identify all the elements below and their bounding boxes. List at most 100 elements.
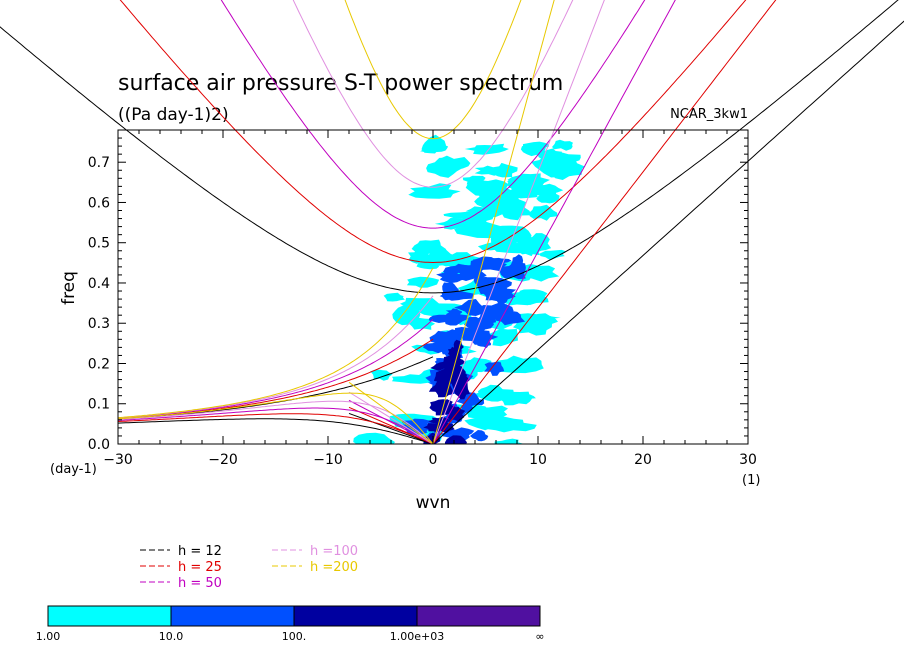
dispersion-curves bbox=[0, 0, 904, 444]
legend-label: h =100 bbox=[310, 544, 358, 559]
colorbar-label: ∞ bbox=[535, 630, 544, 643]
x-tick-label: −20 bbox=[208, 452, 238, 468]
y-tick-label: 0.4 bbox=[88, 276, 110, 292]
contour-level-2 bbox=[401, 418, 436, 425]
x-tick-label: 0 bbox=[429, 452, 438, 468]
colorbar-cell bbox=[47, 605, 172, 627]
y-tick-label: 0.0 bbox=[88, 437, 110, 453]
kelvin-curve bbox=[432, 0, 605, 444]
kelvin-curve bbox=[432, 0, 676, 444]
legend-label: h =200 bbox=[310, 560, 358, 575]
mrg-curve bbox=[118, 267, 434, 419]
x-tick-label: 30 bbox=[739, 452, 757, 468]
legend-label: h = 50 bbox=[178, 576, 222, 591]
colorbar-cell bbox=[293, 605, 418, 627]
legend-label: h = 12 bbox=[178, 544, 222, 559]
contour-level-1 bbox=[462, 175, 486, 186]
contour-level-1 bbox=[475, 180, 496, 200]
contour-level-2 bbox=[509, 254, 525, 274]
contour-level-1 bbox=[406, 276, 440, 288]
origin-ray bbox=[348, 406, 434, 444]
contour-level-2 bbox=[484, 361, 505, 376]
colorbar-label: 10.0 bbox=[159, 630, 184, 643]
origin-ray bbox=[348, 391, 434, 444]
contour-level-2 bbox=[439, 290, 474, 301]
y-tick-label: 0.7 bbox=[88, 155, 110, 171]
contour-level-1 bbox=[474, 384, 515, 402]
contour-level-1 bbox=[538, 249, 567, 260]
x-tick-label: −30 bbox=[103, 452, 133, 468]
contour-level-1 bbox=[484, 328, 518, 347]
contour-level-1 bbox=[484, 416, 537, 433]
chart-subtitle: ((Pa day-1)2) bbox=[118, 105, 229, 125]
x-unit-label: (1) bbox=[742, 473, 760, 488]
source-label: NCAR_3kw1 bbox=[670, 107, 748, 122]
rossby-curve bbox=[117, 418, 434, 444]
colorbar-label: 100. bbox=[282, 630, 307, 643]
y-tick-label: 0.1 bbox=[88, 397, 110, 413]
contour-level-1 bbox=[370, 369, 393, 381]
y-axis-label: freq bbox=[59, 271, 79, 305]
kelvin-curve bbox=[432, 20, 904, 444]
contour-level-1 bbox=[477, 242, 514, 251]
contour-level-1 bbox=[463, 357, 494, 373]
inertia-gravity-curve bbox=[0, 0, 899, 294]
contour-level-1 bbox=[408, 183, 461, 199]
contour-level-1 bbox=[400, 297, 440, 312]
contour-level-3 bbox=[430, 361, 454, 371]
y-tick-label: 0.2 bbox=[88, 356, 110, 372]
contour-level-1 bbox=[464, 143, 509, 155]
contour-level-1 bbox=[409, 317, 436, 330]
contour-level-3 bbox=[452, 339, 464, 356]
contour-level-1 bbox=[426, 157, 463, 178]
contour-level-1 bbox=[529, 183, 564, 196]
contour-level-1 bbox=[519, 289, 548, 298]
dispersion-curve-group bbox=[117, 0, 555, 444]
rossby-curve bbox=[117, 392, 434, 444]
contour-level-3 bbox=[433, 367, 457, 388]
colorbar: 1.00 10.0 100. 1.00e+03 ∞ bbox=[36, 605, 545, 643]
origin-ray bbox=[348, 399, 434, 444]
dispersion-curve-group bbox=[117, 0, 605, 444]
legend-label: h = 25 bbox=[178, 560, 222, 575]
kelvin-curve bbox=[432, 0, 777, 444]
colorbar-label: 1.00 bbox=[36, 630, 61, 643]
contour-level-2 bbox=[439, 311, 469, 326]
inertia-gravity-curve bbox=[119, 0, 747, 264]
contour-level-2 bbox=[444, 264, 475, 273]
y-unit-label: (day-1) bbox=[50, 462, 97, 477]
contour-level-1 bbox=[498, 202, 532, 221]
contour-level-3 bbox=[444, 435, 467, 444]
contour-level-1 bbox=[552, 139, 573, 151]
inertia-gravity-curve bbox=[220, 0, 646, 229]
plot-frame bbox=[117, 129, 749, 445]
colorbar-cell bbox=[416, 605, 541, 627]
origin-ray bbox=[348, 412, 434, 444]
inertia-gravity-curve bbox=[292, 0, 574, 188]
contour-level-1 bbox=[523, 313, 558, 325]
contour-level-1 bbox=[353, 432, 395, 444]
contour-level-1 bbox=[492, 162, 518, 178]
rossby-curve bbox=[117, 413, 434, 444]
contour-level-1 bbox=[550, 163, 584, 180]
contour-level-1 bbox=[434, 217, 470, 230]
contour-level-1 bbox=[497, 355, 544, 374]
contour-level-1 bbox=[421, 134, 446, 154]
inertia-gravity-curve bbox=[344, 0, 522, 140]
contour-level-1 bbox=[507, 179, 531, 189]
contour-level-1 bbox=[383, 292, 405, 302]
axis-ticks: −30 −20 −10 0 10 20 30 0.0 0.1 0.2 0.3 0.4 0.5 0.6 0.7 bbox=[88, 129, 757, 468]
contour-level-1 bbox=[443, 211, 489, 220]
colorbar-cell bbox=[170, 605, 295, 627]
kelvin-curve bbox=[432, 0, 555, 444]
origin-ray bbox=[348, 381, 434, 444]
x-tick-label: 10 bbox=[529, 452, 547, 468]
y-tick-label: 0.5 bbox=[88, 236, 110, 252]
y-tick-label: 0.6 bbox=[88, 195, 110, 211]
contour-level-2 bbox=[470, 430, 489, 442]
contour-level-2 bbox=[436, 272, 474, 283]
contour-level-1 bbox=[408, 248, 429, 264]
contour-level-2 bbox=[499, 311, 522, 319]
